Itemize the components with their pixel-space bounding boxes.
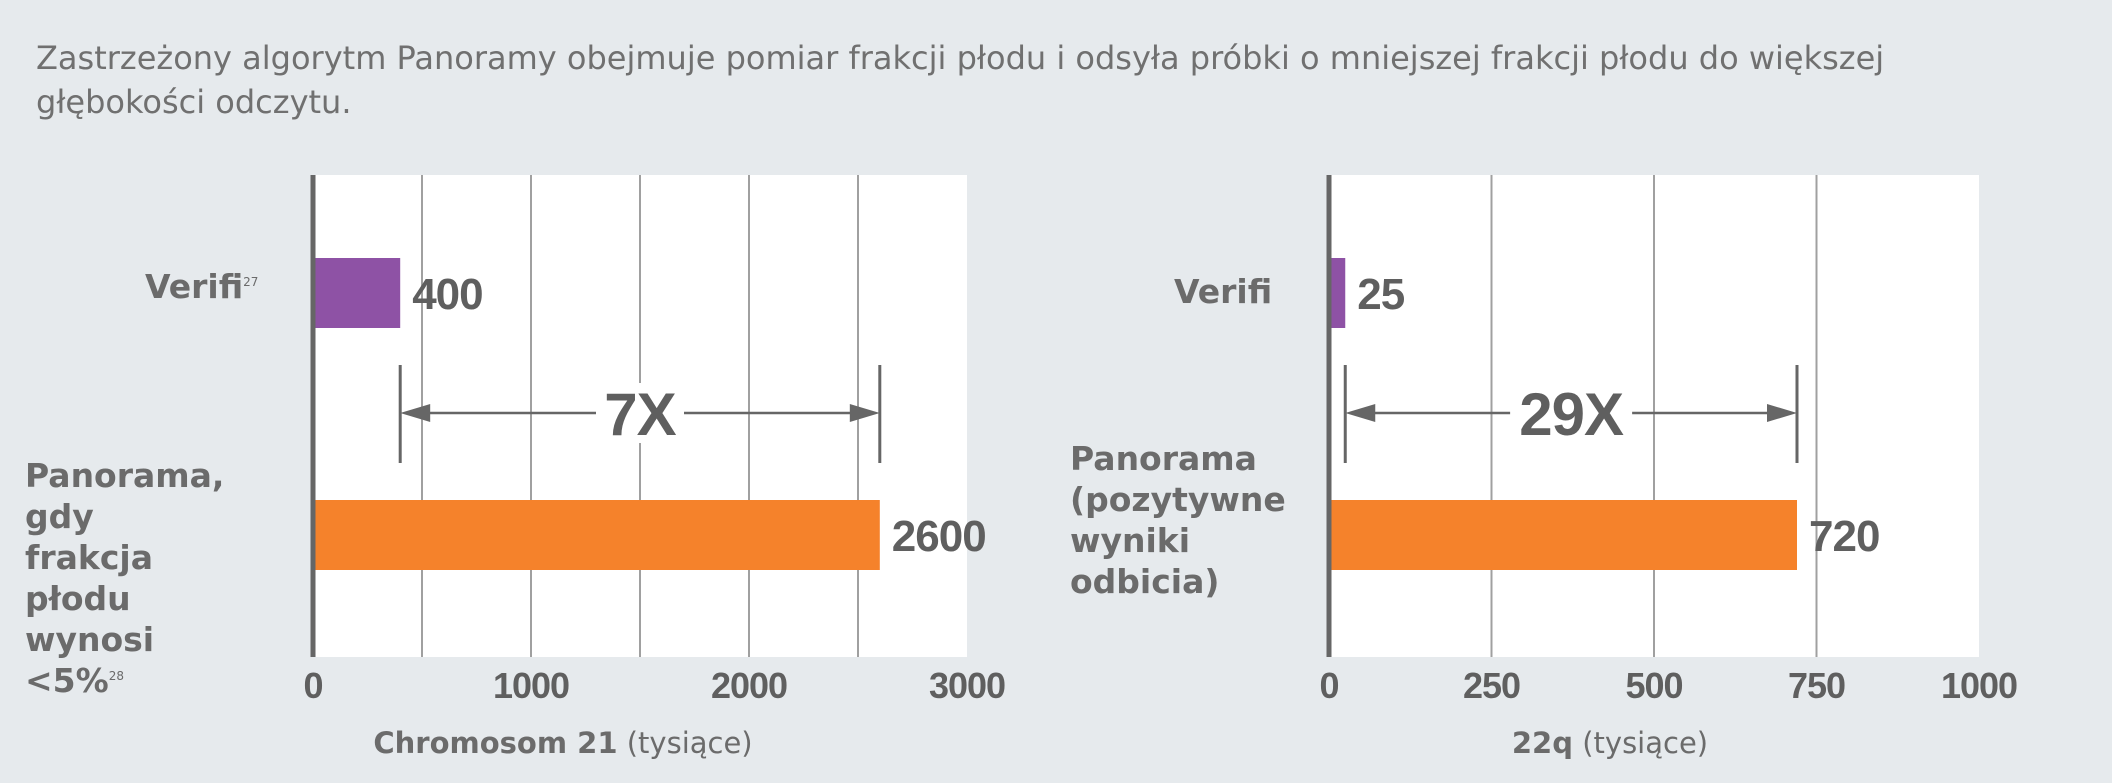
- x-tick-label: 3000: [929, 665, 1005, 706]
- category-label-line: gdy frakcja: [25, 497, 153, 577]
- category-label-verifi: Verifi27: [145, 266, 258, 307]
- category-label-line: płodu wynosi: [25, 579, 155, 659]
- x-tick-label: 750: [1788, 665, 1845, 706]
- x-tick-label: 0: [303, 665, 322, 706]
- x-tick-label: 1000: [493, 665, 569, 706]
- value-label: 720: [1809, 512, 1879, 561]
- x-tick-label: 250: [1463, 665, 1520, 706]
- bar-panorama: [1329, 500, 1797, 570]
- value-label: 25: [1357, 270, 1404, 319]
- annotation-label-background: [1510, 383, 1633, 443]
- category-label-line: Panorama,: [25, 456, 225, 495]
- category-label-line: wyniki: [1070, 521, 1191, 560]
- category-label-line: odbicia): [1070, 562, 1220, 601]
- x-axis-label-unit: (tysiące): [626, 726, 753, 760]
- bar-verifi: [1329, 258, 1346, 328]
- footnote-reference: 27: [243, 275, 259, 289]
- x-axis-label: 22q (tysiące): [1360, 726, 1860, 760]
- bar-verifi: [313, 258, 401, 328]
- annotation-arrowhead-left: [400, 404, 431, 422]
- footnote-reference: 28: [108, 669, 124, 683]
- x-axis-label: Chromosom 21 (tysiące): [313, 726, 813, 760]
- annotation-multiplier: 29X: [1519, 381, 1624, 448]
- x-tick-label: 500: [1625, 665, 1682, 706]
- annotation-arrowhead-right: [1767, 404, 1797, 422]
- value-label: 400: [412, 270, 482, 319]
- annotation-multiplier: 7X: [604, 381, 676, 448]
- annotation-arrowhead-right: [849, 404, 880, 422]
- caption: Zastrzeżony algorytm Panoramy obejmuje p…: [36, 39, 1885, 121]
- x-tick-label: 2000: [711, 665, 787, 706]
- category-label-line: Verifi: [145, 267, 244, 306]
- x-tick-label: 0: [1319, 665, 1338, 706]
- x-axis-label-bold: 22q: [1511, 726, 1573, 760]
- annotation-label-background: [596, 383, 684, 443]
- category-label-verifi: Verifi: [1174, 271, 1272, 312]
- annotation-arrowhead-left: [1345, 404, 1376, 422]
- category-label-panorama: Panorama (pozytywne wyniki odbicia): [1070, 438, 1286, 602]
- category-label-line: Panorama: [1070, 439, 1257, 478]
- x-axis-label-unit: (tysiące): [1582, 726, 1709, 760]
- category-label-line: Verifi: [1174, 272, 1273, 311]
- x-tick-label: 1000: [1941, 665, 2017, 706]
- category-label-panorama: Panorama, gdy frakcja płodu wynosi <5%28: [25, 455, 224, 701]
- bar-panorama: [313, 500, 880, 570]
- x-axis-label-bold: Chromosom 21: [373, 726, 618, 760]
- value-label: 2600: [892, 512, 986, 561]
- category-label-line: (pozytywne: [1070, 480, 1286, 519]
- category-label-line: <5%: [25, 661, 109, 700]
